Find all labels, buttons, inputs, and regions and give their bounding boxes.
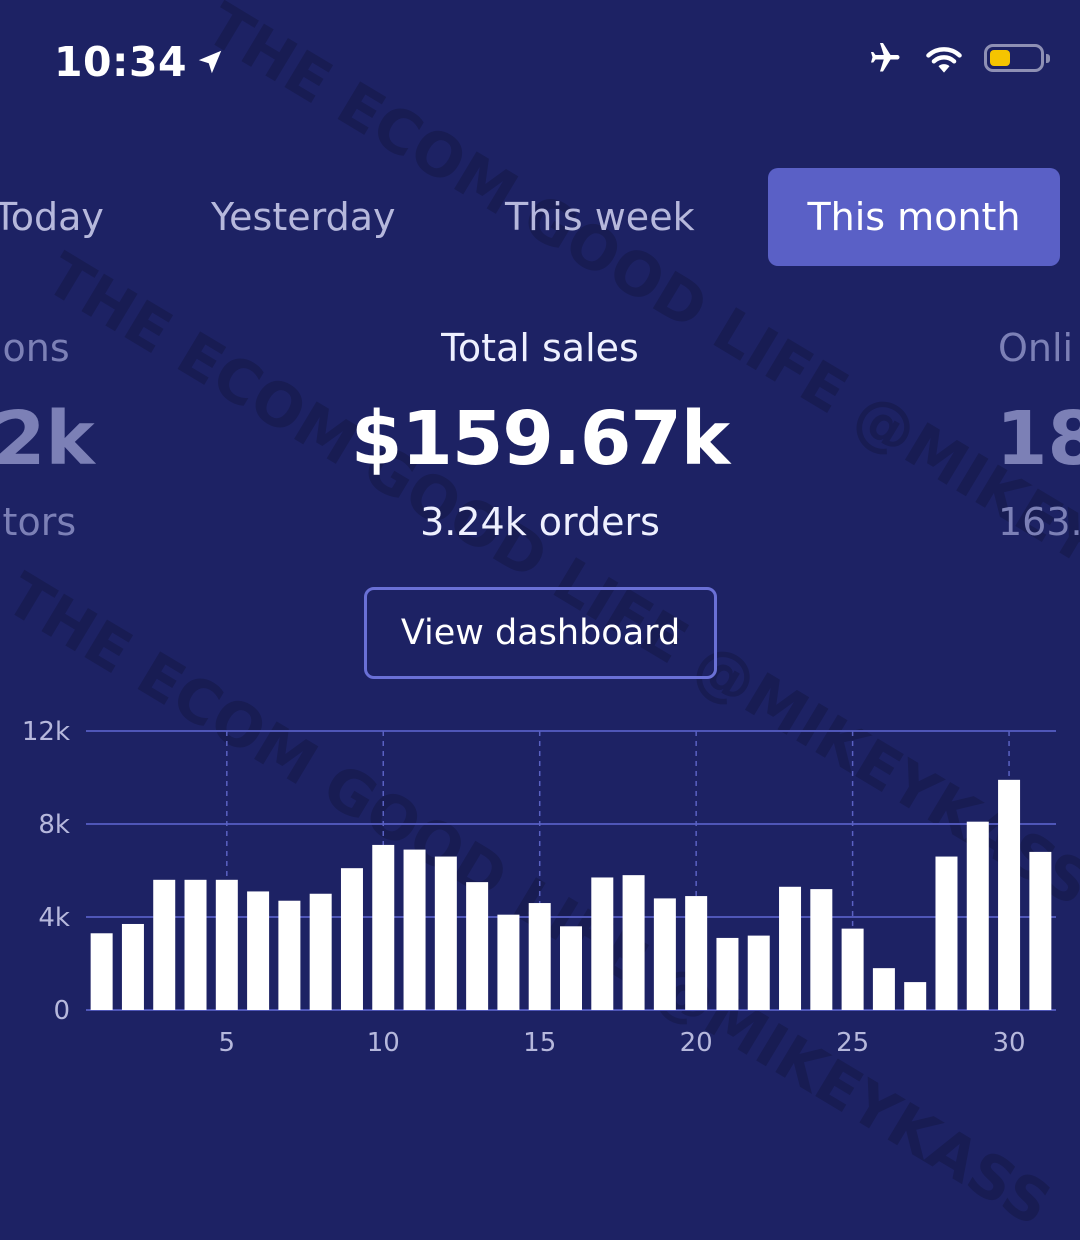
x-tick-label: 10 <box>367 1028 400 1058</box>
x-tick-label: 30 <box>993 1028 1026 1058</box>
chart-bar <box>90 933 113 1010</box>
right-metric-subtitle: 163. <box>998 500 1080 544</box>
chart-bar <box>747 935 770 1010</box>
wifi-icon <box>926 47 962 73</box>
chart-bar <box>153 879 176 1010</box>
status-bar-time: 10:34 <box>54 38 225 86</box>
chart-bar <box>1029 851 1052 1010</box>
chart-bar <box>434 856 457 1010</box>
x-tick-label: 5 <box>219 1028 236 1058</box>
battery-icon <box>984 44 1050 72</box>
chart-bar <box>215 879 238 1010</box>
x-tick-label: 15 <box>523 1028 556 1058</box>
chart-bar <box>685 896 708 1010</box>
tab-this-month[interactable]: This month <box>768 168 1060 266</box>
chart-bar <box>278 900 301 1010</box>
chart-bar <box>247 891 270 1010</box>
tab-this-week[interactable]: This week <box>505 195 695 239</box>
total-sales-value: $159.67k <box>350 396 730 482</box>
airplane-icon <box>871 43 900 72</box>
total-orders-count: 3.24k orders <box>420 500 660 544</box>
chart-bar <box>935 856 958 1010</box>
chart-bar <box>184 879 207 1010</box>
chart-bar <box>622 875 645 1010</box>
tab-today[interactable]: Today <box>0 195 104 239</box>
chart-bar <box>904 982 927 1010</box>
chart-bar <box>653 898 676 1010</box>
chart-bar <box>309 893 332 1010</box>
chart-bar <box>121 923 144 1010</box>
y-tick-label: 0 <box>53 996 70 1026</box>
y-tick-label: 8k <box>38 810 70 840</box>
chart-bar <box>528 903 551 1010</box>
x-tick-label: 20 <box>680 1028 713 1058</box>
left-metric-title: ions <box>0 326 70 370</box>
right-metric-value: 18 <box>996 396 1080 482</box>
location-arrow-icon <box>198 50 222 74</box>
chart-bar <box>560 926 582 1010</box>
chart-bar <box>872 968 895 1010</box>
tab-yesterday[interactable]: Yesterday <box>211 195 396 239</box>
chart-bar <box>779 886 802 1010</box>
left-metric-value: 2k <box>0 396 95 482</box>
chart-bar <box>340 868 363 1010</box>
total-sales-title: Total sales <box>441 326 639 370</box>
chart-bar <box>810 889 833 1010</box>
chart-bar <box>716 937 739 1010</box>
clock-text: 10:34 <box>54 38 188 86</box>
chart-bar <box>466 882 489 1010</box>
chart-bar <box>591 877 614 1010</box>
y-tick-label: 12k <box>22 717 70 747</box>
chart-bar <box>403 849 426 1010</box>
right-metric-title: Onli <box>998 326 1074 370</box>
view-dashboard-button[interactable]: View dashboard <box>364 587 717 679</box>
sales-bar-chart: 0 4k 8k 12k 5 10 15 20 25 30 <box>22 717 1056 1058</box>
x-tick-label: 25 <box>836 1028 869 1058</box>
status-bar-icons <box>862 40 1050 76</box>
chart-bar <box>372 844 395 1010</box>
chart-bar <box>497 914 520 1010</box>
chart-bar <box>841 928 864 1010</box>
chart-bar <box>998 779 1021 1010</box>
chart-bar <box>966 821 989 1010</box>
left-metric-subtitle: itors <box>0 500 77 544</box>
y-tick-label: 4k <box>38 903 70 933</box>
battery-level <box>990 50 1011 66</box>
